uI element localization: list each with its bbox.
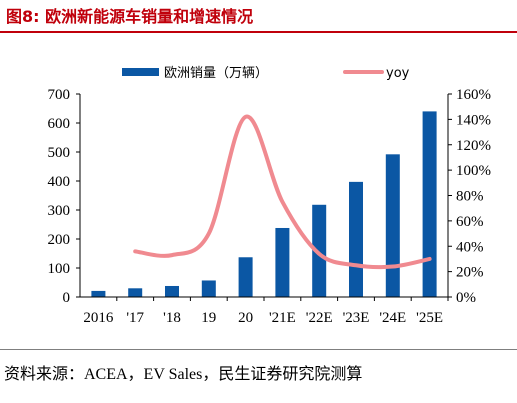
- title-divider: [0, 31, 517, 33]
- figure-title: 图8: 欧洲新能源车销量和增速情况: [6, 7, 254, 26]
- y-right-tick-label-0: 0%: [456, 290, 476, 306]
- bar-1: [128, 288, 143, 297]
- chart-axes: 0 100 200 300 400 500 600 700 0% 20% 40% 60% 80% 100%…: [48, 87, 492, 326]
- y-right-tick-label-6: 120%: [456, 138, 491, 154]
- chart-legend: 欧洲销量（万辆） yoy: [122, 66, 410, 81]
- y-left-tick-label-7: 700: [48, 87, 71, 103]
- x-tick-label-3: 19: [201, 310, 216, 326]
- y-left-tick-label-6: 600: [48, 116, 71, 132]
- x-tick-label-9: '25E: [416, 310, 443, 326]
- bar-0: [91, 290, 106, 297]
- x-tick-label-8: '24E: [379, 310, 406, 326]
- bar-8: [385, 154, 400, 297]
- yoy-line: [133, 114, 432, 270]
- y-right-tick-label-1: 20%: [456, 265, 484, 281]
- y-right-tick-label-8: 160%: [456, 87, 491, 103]
- bar-6: [312, 204, 327, 297]
- bar-7: [349, 181, 363, 297]
- x-tick-label-0: 2016: [83, 310, 114, 326]
- x-tick-label-5: '21E: [269, 310, 296, 326]
- bar-9: [422, 111, 437, 298]
- y-left-tick-label-2: 200: [48, 232, 71, 248]
- x-tick-label-7: '23E: [343, 310, 370, 326]
- x-tick-label-1: '17: [126, 310, 144, 326]
- y-right-tick-label-3: 60%: [456, 214, 484, 230]
- source-divider: [0, 349, 517, 350]
- legend-bar-label: 欧洲销量（万辆）: [164, 66, 268, 81]
- y-left-tick-label-0: 0: [63, 290, 71, 306]
- combo-chart: 欧洲销量（万辆） yoy 0 100 200 300 400 500 600 700 0% 20% 4…: [48, 66, 492, 326]
- x-tick-label-6: '22E: [306, 310, 333, 326]
- y-left-tick-label-5: 500: [48, 145, 71, 161]
- legend-bar-swatch: [122, 68, 159, 76]
- y-right-tick-label-5: 100%: [456, 163, 491, 179]
- y-right-tick-label-7: 140%: [456, 112, 491, 128]
- x-tick-label-4: 20: [238, 310, 253, 326]
- bar-2: [165, 285, 179, 297]
- source-note: 资料来源：ACEA，EV Sales，民生证券研究院测算: [4, 366, 363, 383]
- bar-series: [91, 111, 437, 298]
- bar-3: [201, 280, 216, 297]
- y-right-tick-label-2: 40%: [456, 239, 484, 255]
- y-left-tick-label-1: 100: [48, 261, 71, 277]
- y-right-tick-label-4: 80%: [456, 189, 484, 205]
- y-left-tick-label-4: 400: [48, 174, 71, 190]
- y-left-tick-label-3: 300: [48, 203, 71, 219]
- legend-line-label: yoy: [386, 66, 410, 81]
- bar-5: [275, 227, 290, 297]
- line-series: [133, 114, 432, 270]
- x-tick-label-2: '18: [163, 310, 181, 326]
- bar-4: [238, 257, 253, 297]
